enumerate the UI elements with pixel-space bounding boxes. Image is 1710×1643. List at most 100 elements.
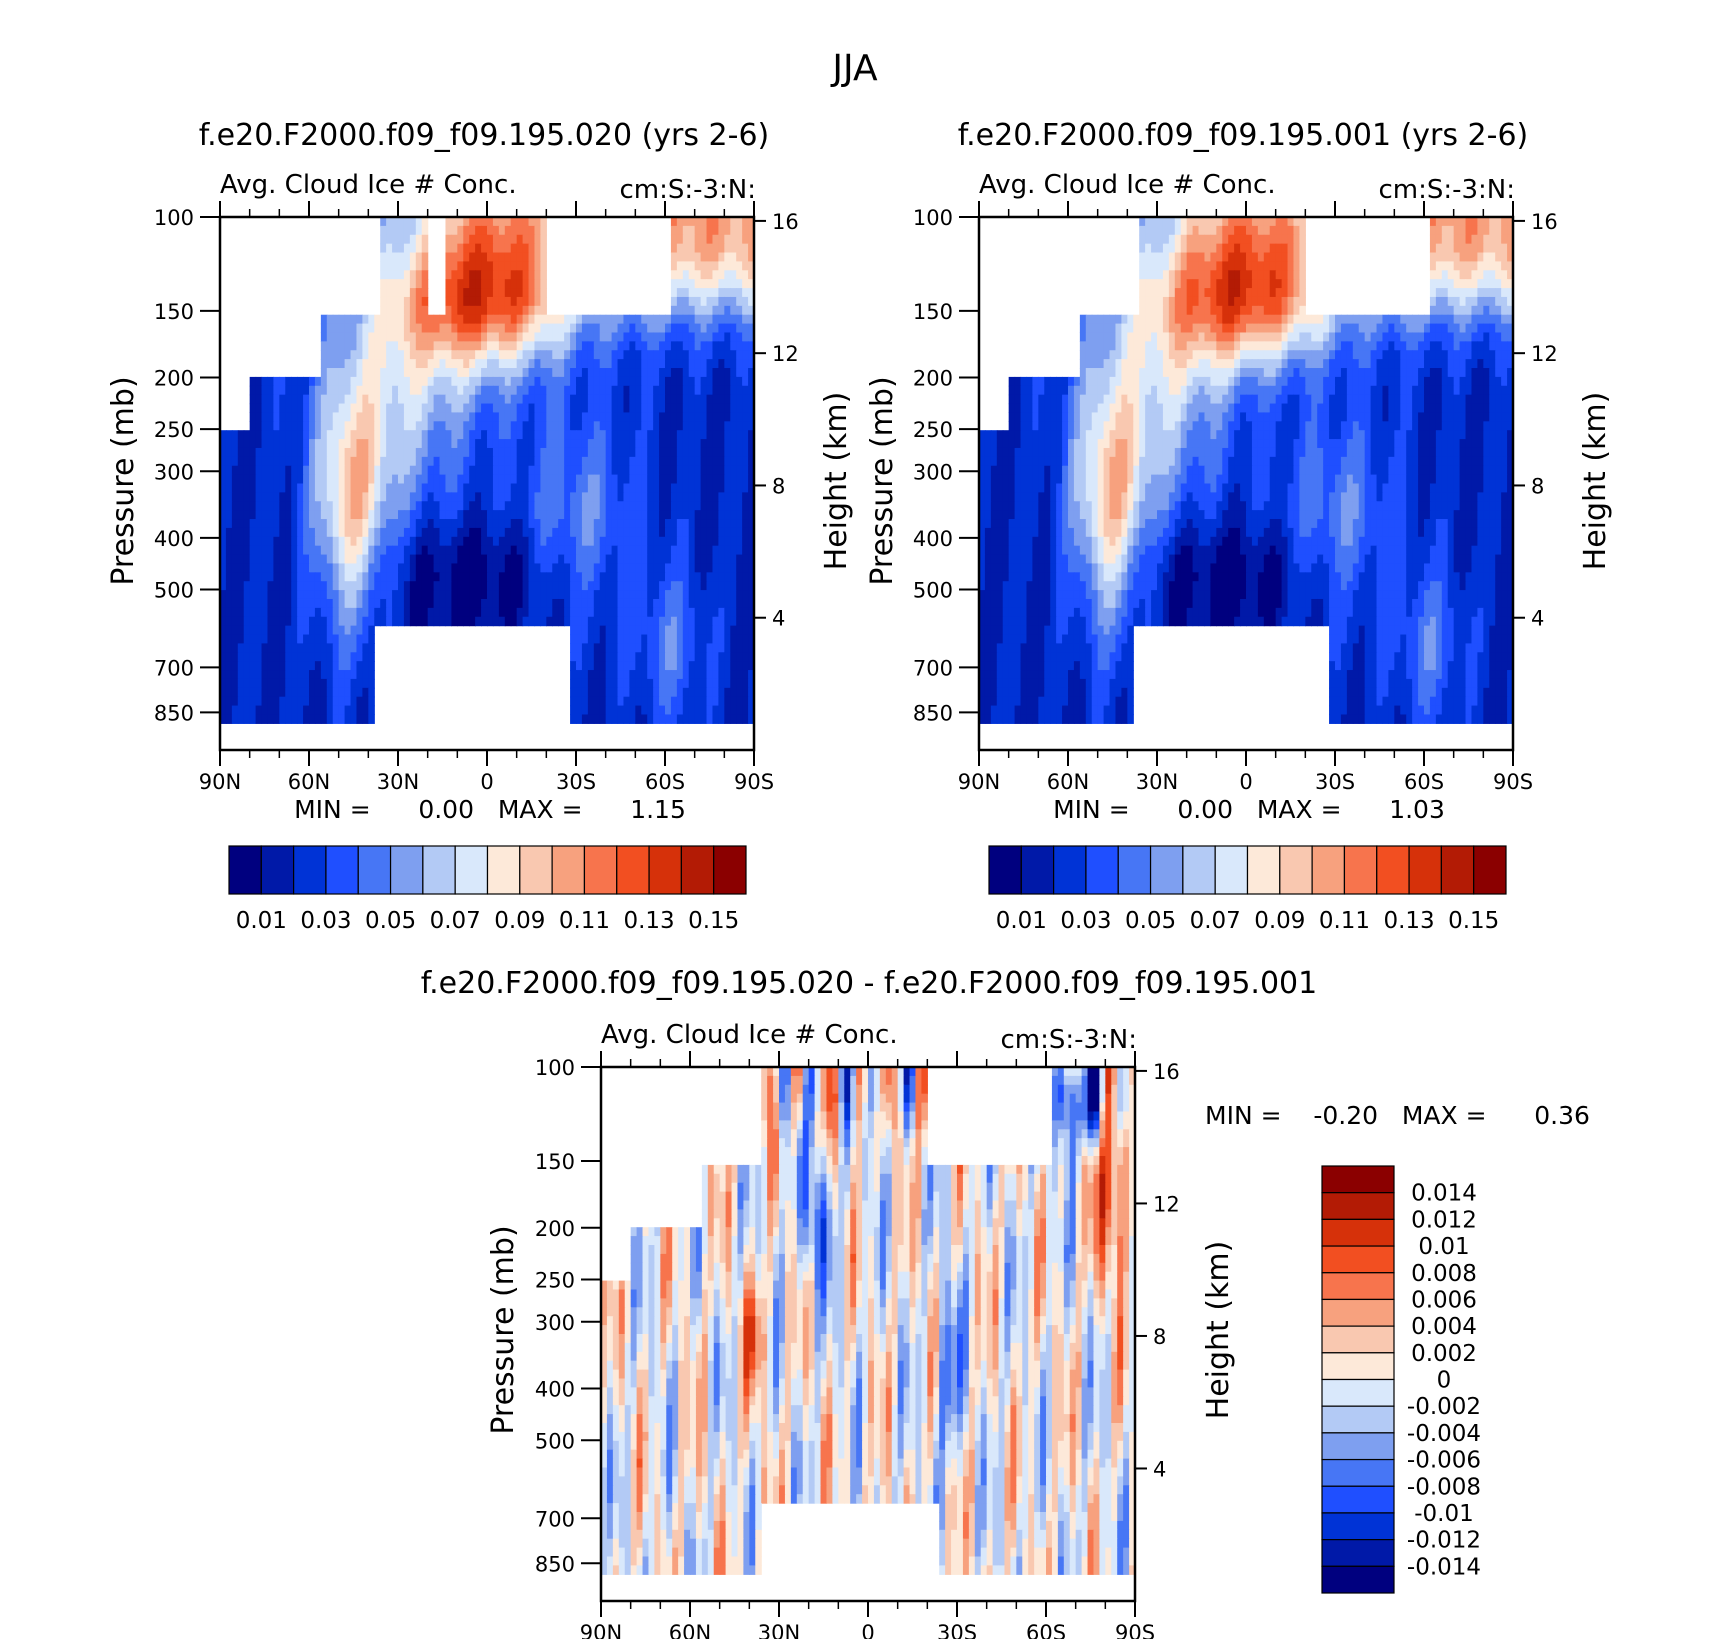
contour-cell xyxy=(250,484,257,493)
contour-cell xyxy=(529,501,536,510)
contour-cell xyxy=(285,626,292,635)
contour-cell xyxy=(256,626,263,635)
contour-cell xyxy=(1222,297,1229,306)
contour-cell xyxy=(1151,324,1158,333)
contour-cell xyxy=(434,492,441,501)
contour-cell xyxy=(445,519,452,528)
contour-cell xyxy=(440,439,447,448)
contour-cell xyxy=(683,404,690,413)
contour-cell xyxy=(724,572,731,581)
contour-cell xyxy=(351,492,358,501)
contour-cell xyxy=(445,537,452,546)
contour-cell xyxy=(1477,279,1484,288)
contour-cell xyxy=(724,306,731,315)
contour-cell xyxy=(564,528,571,537)
contour-cell xyxy=(683,315,690,324)
contour-cell xyxy=(434,386,441,395)
contour-cell xyxy=(291,439,298,448)
contour-cell xyxy=(1442,244,1449,253)
contour-cell xyxy=(612,457,619,466)
contour-cell xyxy=(517,608,524,617)
contour-cell xyxy=(736,217,743,226)
contour-cell xyxy=(1175,244,1182,253)
contour-cell xyxy=(718,235,725,244)
contour-cell xyxy=(481,608,488,617)
contour-cell xyxy=(582,368,589,377)
contour-cell xyxy=(1293,244,1300,253)
contour-cell xyxy=(742,306,749,315)
contour-cell xyxy=(256,519,263,528)
contour-cell xyxy=(475,288,482,297)
contour-cell xyxy=(517,537,524,546)
contour-cell xyxy=(546,457,553,466)
contour-cell xyxy=(635,608,642,617)
contour-cell xyxy=(1305,341,1312,350)
contour-cell xyxy=(250,430,257,439)
contour-cell xyxy=(238,430,245,439)
contour-cell xyxy=(505,377,512,386)
contour-cell xyxy=(665,581,672,590)
contour-cell xyxy=(457,590,464,599)
contour-cell xyxy=(475,217,482,226)
contour-cell xyxy=(701,475,708,484)
contour-cell xyxy=(1495,315,1502,324)
contour-cell xyxy=(665,563,672,572)
contour-cell xyxy=(695,261,702,270)
contour-cell xyxy=(641,528,648,537)
contour-cell xyxy=(1199,261,1206,270)
contour-cell xyxy=(588,492,595,501)
contour-cell xyxy=(256,572,263,581)
contour-cell xyxy=(297,643,304,652)
contour-cell xyxy=(683,626,690,635)
contour-cell xyxy=(689,261,696,270)
contour-cell xyxy=(712,332,719,341)
contour-cell xyxy=(600,679,607,688)
contour-cell xyxy=(351,714,358,723)
contour-cell xyxy=(1258,244,1265,253)
contour-cell xyxy=(695,430,702,439)
contour-cell xyxy=(451,492,458,501)
contour-cell xyxy=(1477,297,1484,306)
contour-cell xyxy=(718,324,725,333)
contour-cell xyxy=(321,670,328,679)
contour-cell xyxy=(588,359,595,368)
contour-cell xyxy=(345,697,352,706)
contour-cell xyxy=(487,279,494,288)
contour-cell xyxy=(392,235,399,244)
contour-cell xyxy=(463,599,470,608)
contour-cell xyxy=(451,572,458,581)
contour-cell xyxy=(594,635,601,644)
contour-cell xyxy=(351,652,358,661)
contour-cell xyxy=(1127,341,1134,350)
contour-cell xyxy=(232,590,239,599)
contour-cell xyxy=(428,439,435,448)
contour-cell xyxy=(434,546,441,555)
contour-cell xyxy=(345,546,352,555)
contour-cell xyxy=(1448,270,1455,279)
contour-cell xyxy=(677,519,684,528)
contour-cell xyxy=(327,404,334,413)
contour-cell xyxy=(291,466,298,475)
contour-cell xyxy=(481,617,488,626)
contour-cell xyxy=(267,643,274,652)
contour-cell xyxy=(463,244,470,253)
contour-cell xyxy=(576,670,583,679)
contour-cell xyxy=(653,404,660,413)
contour-cell xyxy=(309,670,316,679)
contour-cell xyxy=(1264,261,1271,270)
contour-cell xyxy=(689,332,696,341)
contour-cell xyxy=(392,332,399,341)
contour-cell xyxy=(1187,324,1194,333)
contour-cell xyxy=(1151,332,1158,341)
contour-cell xyxy=(635,688,642,697)
contour-cell xyxy=(552,572,559,581)
contour-cell xyxy=(736,572,743,581)
contour-cell xyxy=(677,404,684,413)
contour-cell xyxy=(635,492,642,501)
contour-cell xyxy=(1092,315,1099,324)
contour-cell xyxy=(1210,297,1217,306)
contour-cell xyxy=(517,448,524,457)
contour-cell xyxy=(398,617,405,626)
contour-cell xyxy=(345,635,352,644)
contour-cell xyxy=(1216,341,1223,350)
